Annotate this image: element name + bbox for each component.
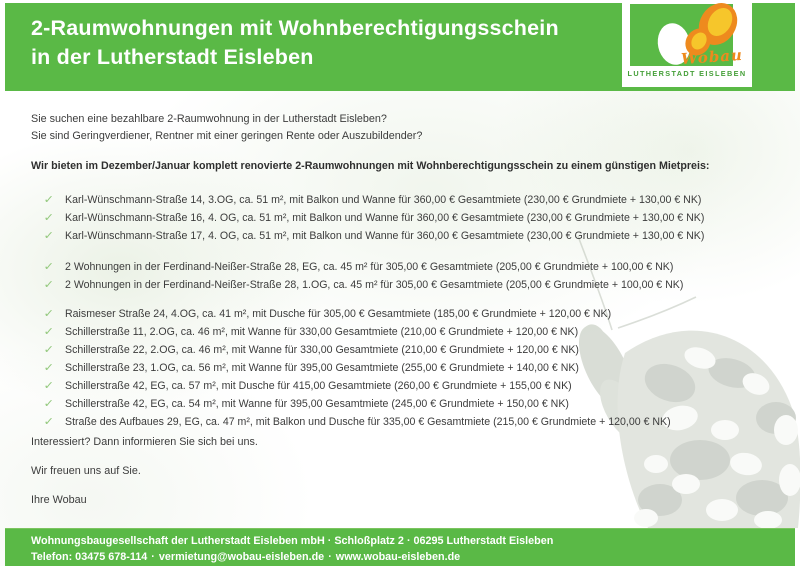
- listing-row: ✓ Karl-Wünschmann-Straße 16, 4. OG, ca. …: [43, 209, 800, 227]
- listing-group-3: ✓ Raismeser Straße 24, 4.OG, ca. 41 m², …: [43, 305, 800, 431]
- closing-signature: Ihre Wobau: [31, 494, 87, 506]
- check-icon: ✓: [43, 380, 55, 392]
- closing-interested: Interessiert? Dann informieren Sie sich …: [31, 436, 258, 448]
- check-icon: ✓: [43, 261, 55, 273]
- check-icon: ✓: [43, 326, 55, 338]
- footer-contact-line: Telefon: 03475 678-114 · vermietung@wobau-…: [31, 549, 795, 565]
- listing-text: Karl-Wünschmann-Straße 17, 4. OG, ca. 51…: [65, 230, 705, 242]
- listing-group-2: ✓ 2 Wohnungen in der Ferdinand-Neißer-St…: [43, 258, 800, 294]
- page-title-line2: in der Lutherstadt Eisleben: [31, 45, 314, 69]
- footer-website-link[interactable]: www.wobau-eisleben.de: [335, 551, 461, 563]
- listing-row: ✓ Raismeser Straße 24, 4.OG, ca. 41 m², …: [43, 305, 800, 323]
- listing-row: ✓ Schillerstraße 42, EG, ca. 57 m², mit …: [43, 377, 800, 395]
- logo-subtitle: LUTHERSTADT EISLEBEN: [627, 69, 747, 78]
- closing-looking-forward: Wir freuen uns auf Sie.: [31, 465, 141, 477]
- listing-row: ✓ Schillerstraße 11, 2.OG, ca. 46 m², mi…: [43, 323, 800, 341]
- offer-statement: Wir bieten im Dezember/Januar komplett r…: [31, 160, 710, 172]
- footer-bar: Wohnungsbaugesellschaft der Lutherstadt …: [5, 528, 795, 566]
- listing-text: 2 Wohnungen in der Ferdinand-Neißer-Stra…: [65, 279, 684, 291]
- listing-row: ✓ Schillerstraße 22, 2.OG, ca. 46 m², mi…: [43, 341, 800, 359]
- butterfly-logo-icon: [657, 3, 738, 65]
- listing-text: Karl-Wünschmann-Straße 16, 4. OG, ca. 51…: [65, 212, 705, 224]
- listing-text: Karl-Wünschmann-Straße 14, 3.OG, ca. 51 …: [65, 194, 702, 206]
- check-icon: ✓: [43, 398, 55, 410]
- listing-text: Straße des Aufbaues 29, EG, ca. 47 m², m…: [65, 416, 671, 428]
- footer-separator: ·: [328, 551, 332, 563]
- check-icon: ✓: [43, 362, 55, 374]
- check-icon: ✓: [43, 279, 55, 291]
- check-icon: ✓: [43, 416, 55, 428]
- listing-text: Schillerstraße 23, 1.OG, ca. 56 m², mit …: [65, 362, 579, 374]
- check-icon: ✓: [43, 344, 55, 356]
- check-icon: ✓: [43, 212, 55, 224]
- intro-paragraph: Sie suchen eine bezahlbare 2-Raumwohnung…: [31, 111, 800, 145]
- page-title: 2-Raumwohnungen mit Wohnberechtigungssch…: [31, 14, 559, 72]
- footer-address-line: Wohnungsbaugesellschaft der Lutherstadt …: [31, 535, 554, 547]
- listing-text: Raismeser Straße 24, 4.OG, ca. 41 m², mi…: [65, 308, 612, 320]
- listing-text: 2 Wohnungen in der Ferdinand-Neißer-Stra…: [65, 261, 674, 273]
- listing-row: ✓ Schillerstraße 23, 1.OG, ca. 56 m², mi…: [43, 359, 800, 377]
- listing-row: ✓ Karl-Wünschmann-Straße 14, 3.OG, ca. 5…: [43, 191, 800, 209]
- listing-text: Schillerstraße 11, 2.OG, ca. 46 m², mit …: [65, 326, 579, 338]
- listing-text: Schillerstraße 42, EG, ca. 57 m², mit Du…: [65, 380, 572, 392]
- footer-phone: Telefon: 03475 678-114: [31, 551, 148, 563]
- listing-text: Schillerstraße 22, 2.OG, ca. 46 m², mit …: [65, 344, 579, 356]
- listing-row: ✓ Schillerstraße 42, EG, ca. 54 m², mit …: [43, 395, 800, 413]
- wobau-logo: Wobau LUTHERSTADT EISLEBEN: [622, 0, 752, 87]
- intro-question-1: Sie suchen eine bezahlbare 2-Raumwohnung…: [31, 113, 387, 125]
- footer-email-link[interactable]: vermietung@wobau-eisleben.de: [158, 551, 325, 563]
- listing-row: ✓ 2 Wohnungen in der Ferdinand-Neißer-St…: [43, 276, 800, 294]
- check-icon: ✓: [43, 308, 55, 320]
- listing-text: Schillerstraße 42, EG, ca. 54 m², mit Wa…: [65, 398, 569, 410]
- footer-separator: ·: [151, 551, 155, 563]
- listing-group-1: ✓ Karl-Wünschmann-Straße 14, 3.OG, ca. 5…: [43, 191, 800, 245]
- page-title-line1: 2-Raumwohnungen mit Wohnberechtigungssch…: [31, 16, 559, 40]
- check-icon: ✓: [43, 230, 55, 242]
- listing-row: ✓ 2 Wohnungen in der Ferdinand-Neißer-St…: [43, 258, 800, 276]
- flyer-body: Sie suchen eine bezahlbare 2-Raumwohnung…: [31, 91, 800, 509]
- intro-question-2: Sie sind Geringverdiener, Rentner mit ei…: [31, 130, 423, 142]
- listing-row: ✓ Straße des Aufbaues 29, EG, ca. 47 m²,…: [43, 413, 800, 431]
- listing-row: ✓ Karl-Wünschmann-Straße 17, 4. OG, ca. …: [43, 227, 800, 245]
- check-icon: ✓: [43, 194, 55, 206]
